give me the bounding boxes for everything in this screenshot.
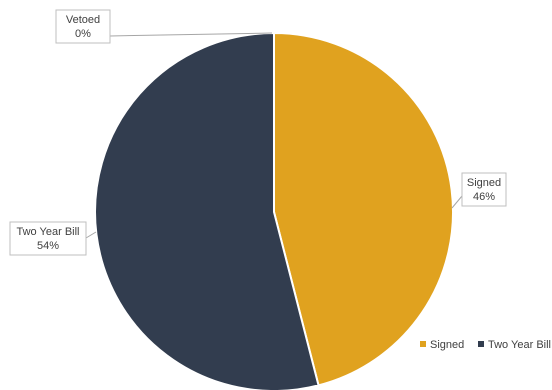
data-label-two-year-bill-value: 54% xyxy=(37,240,59,252)
legend: Signed Two Year Bill xyxy=(420,339,551,351)
data-label-signed-value: 46% xyxy=(473,191,495,203)
legend-swatch-two-year-bill xyxy=(478,341,484,347)
data-label-two-year-bill-name: Two Year Bill xyxy=(17,226,80,238)
data-label-vetoed-name: Vetoed xyxy=(66,14,100,26)
leader-lines xyxy=(85,32,463,239)
data-label-two-year-bill: Two Year Bill 54% xyxy=(9,221,87,256)
pie-slice-signed xyxy=(273,31,454,387)
data-label-vetoed-value: 0% xyxy=(75,28,91,40)
legend-label-two-year-bill: Two Year Bill xyxy=(488,339,551,351)
legend-swatch-signed xyxy=(420,341,426,347)
leader-line-two-year-bill xyxy=(85,231,97,239)
pie-slices xyxy=(94,31,454,390)
data-label-signed: Signed 46% xyxy=(461,172,507,207)
leader-line-vetoed xyxy=(109,32,273,37)
data-label-signed-name: Signed xyxy=(467,177,501,189)
legend-label-signed: Signed xyxy=(430,339,464,351)
data-label-vetoed: Vetoed 0% xyxy=(55,9,111,44)
pie-slice-two-year-bill xyxy=(94,31,320,390)
leader-line-signed xyxy=(451,195,463,209)
